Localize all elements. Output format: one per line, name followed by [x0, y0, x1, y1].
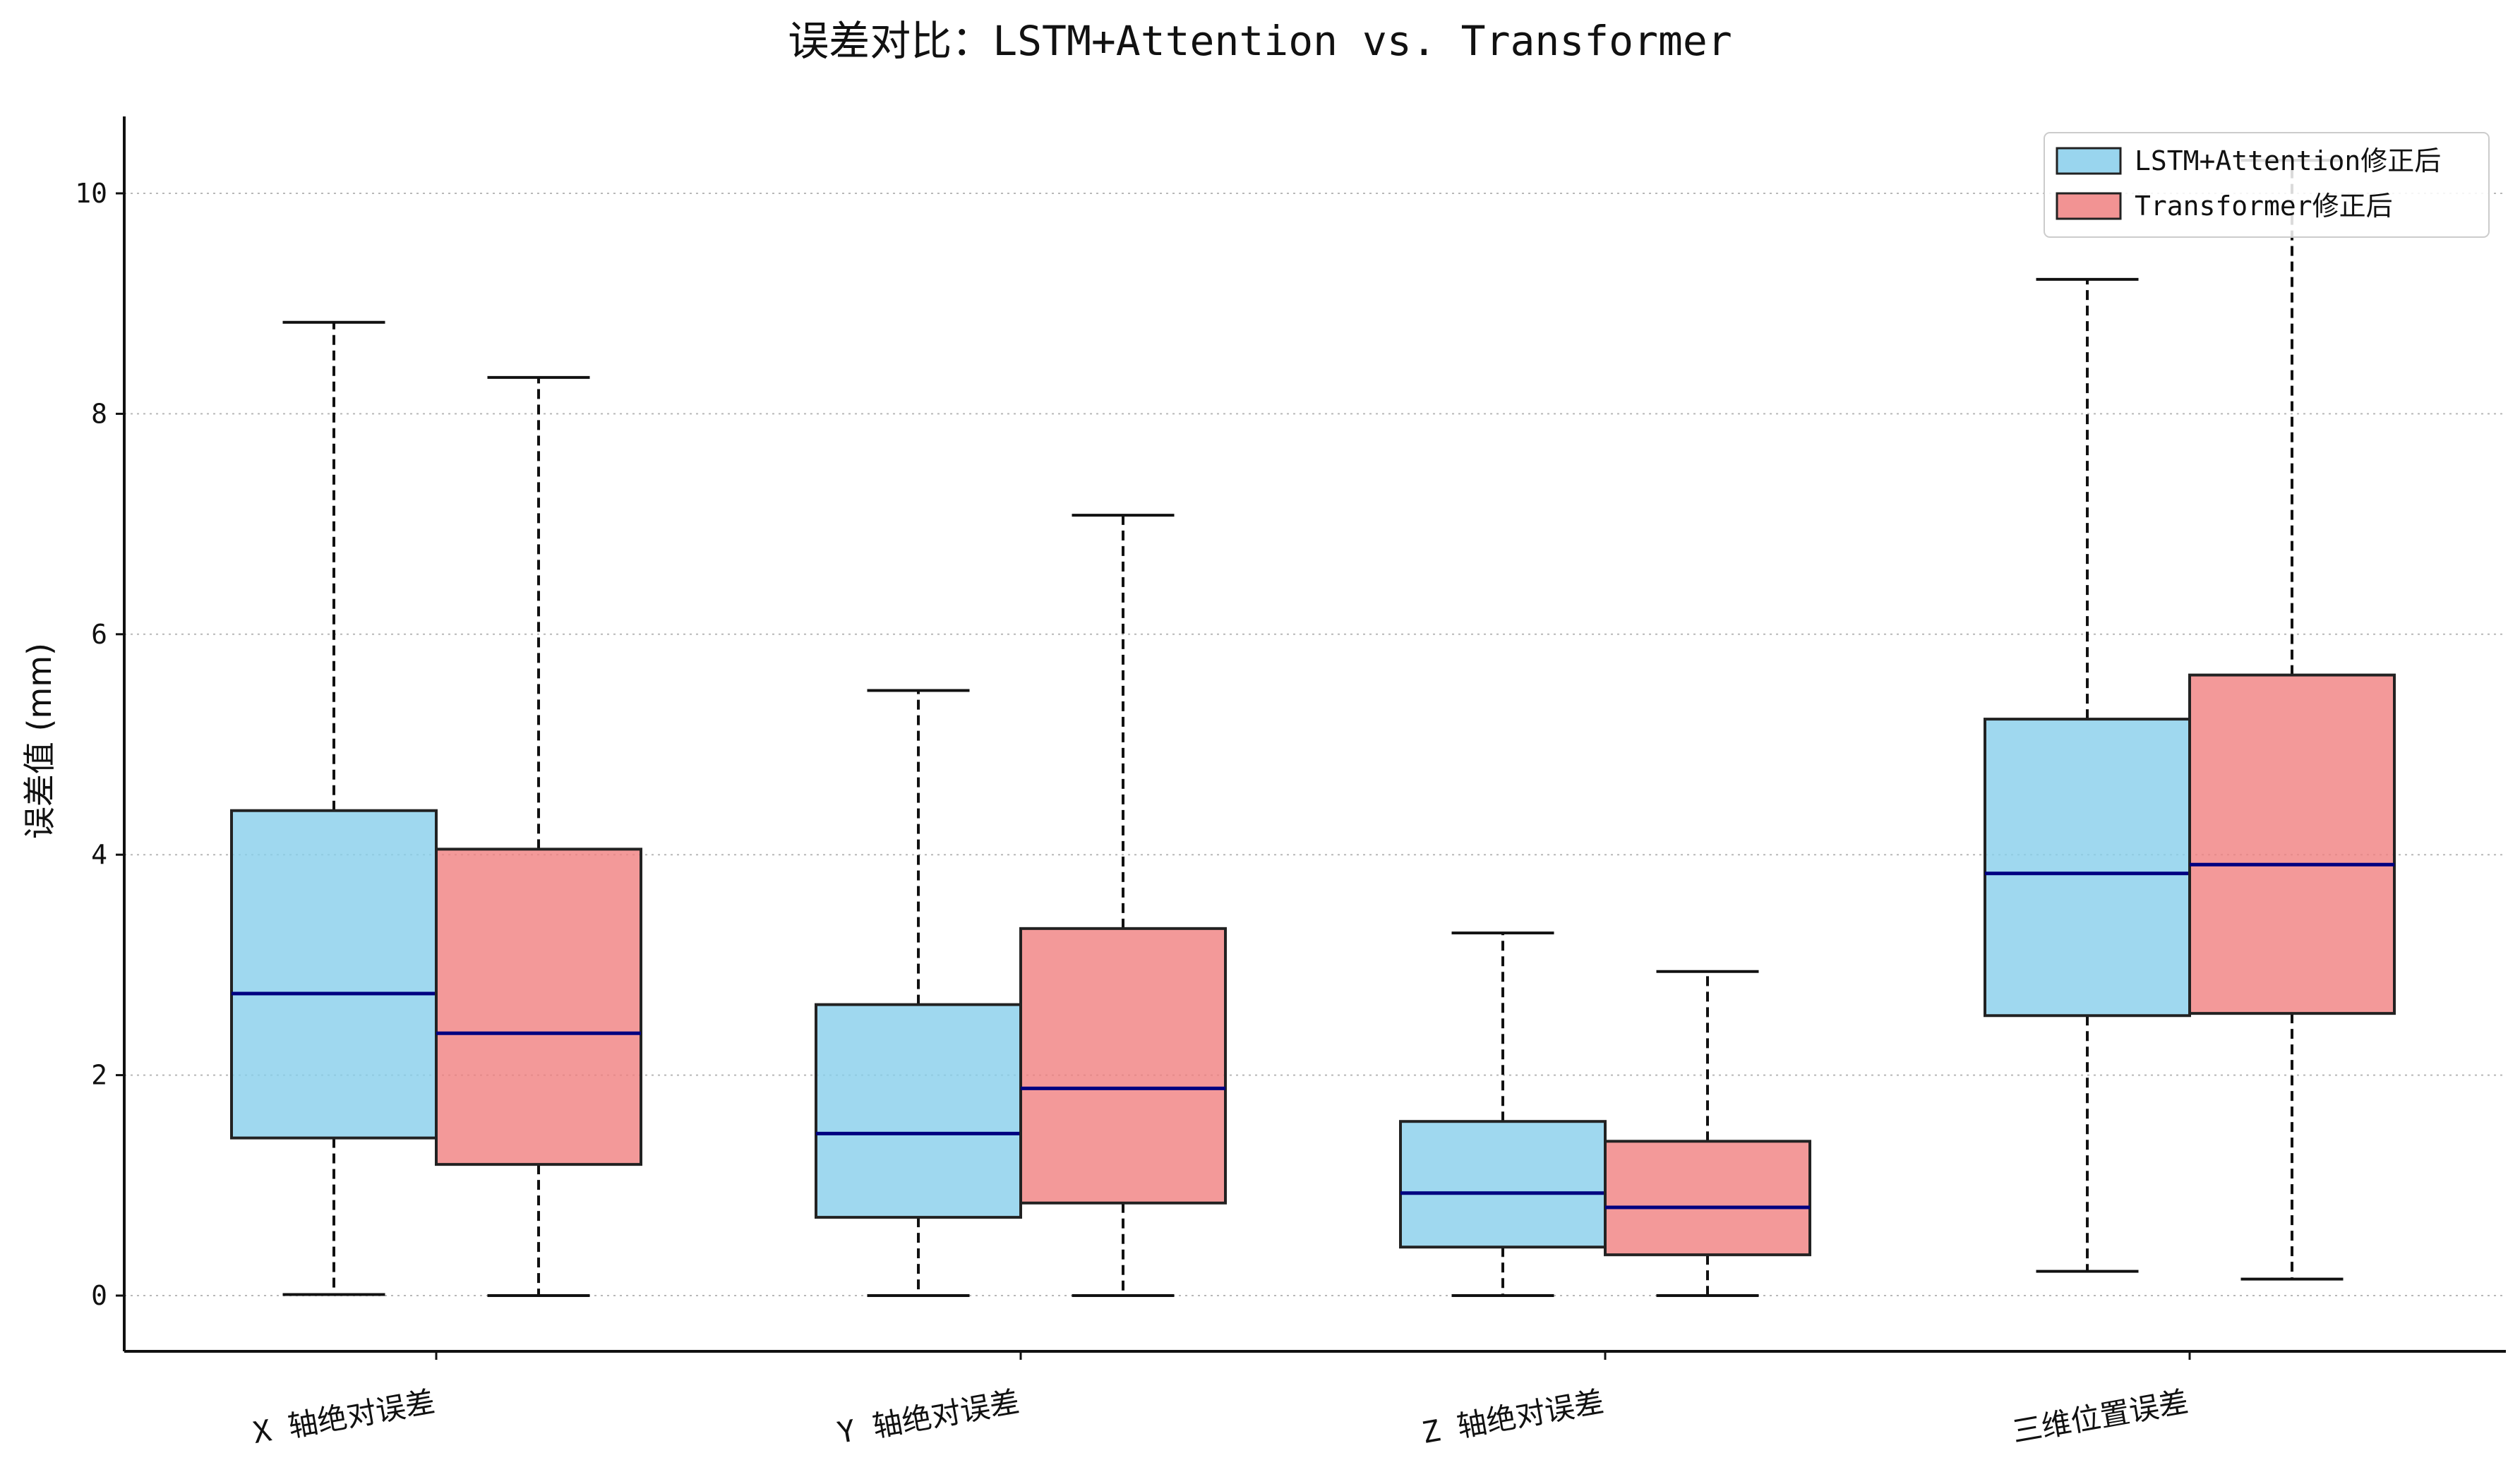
- box-body: [1399, 1120, 1607, 1249]
- x-tick-label: X 轴绝对误差: [251, 1384, 438, 1451]
- plot-area: 0 2 4 6 8 10 X 轴绝对误差 Y 轴绝对误差 Z 轴绝对误差 三维位置误差 LSTM+A…: [75, 116, 2506, 1450]
- box-body: [230, 809, 438, 1140]
- x-tick-label: Y 轴绝对误差: [835, 1384, 1022, 1451]
- box-1-1: [1019, 514, 1227, 1297]
- x-tick-label: 三维位置误差: [2010, 1384, 2191, 1449]
- box-0-0: [230, 320, 438, 1296]
- box-1-3: [2188, 159, 2396, 1281]
- box-body: [815, 1003, 1022, 1219]
- box-0-2: [1399, 931, 1607, 1297]
- box-body: [1984, 718, 2191, 1018]
- box-body: [2188, 673, 2396, 1015]
- y-axis-label: 误差值 (mm): [20, 643, 59, 839]
- box-0-3: [1984, 277, 2191, 1273]
- legend-frame: [2044, 132, 2490, 238]
- y-tick-label: 0: [91, 1280, 107, 1311]
- x-tick-label: Z 轴绝对误差: [1420, 1384, 1607, 1451]
- y-tick-label: 10: [75, 178, 107, 209]
- box-1-0: [435, 375, 642, 1297]
- legend-swatch: [2056, 192, 2122, 220]
- y-tick-label: 8: [91, 398, 107, 429]
- chart-title: 误差对比：LSTM+Attention vs. Transformer: [788, 17, 1732, 65]
- legend-swatch: [2056, 147, 2122, 175]
- box-1-2: [1604, 970, 1811, 1297]
- box-body: [1604, 1140, 1811, 1257]
- legend: LSTM+Attention修正后 Transformer修正后: [2044, 132, 2490, 238]
- box-0-1: [815, 689, 1022, 1297]
- y-tick-label: 4: [91, 839, 107, 870]
- box-body: [435, 847, 642, 1166]
- y-tick-label: 2: [91, 1060, 107, 1091]
- legend-label: LSTM+Attention修正后: [2135, 145, 2441, 176]
- legend-label: Transformer修正后: [2135, 191, 2393, 222]
- box-body: [1019, 927, 1227, 1205]
- y-tick-label: 6: [91, 619, 107, 650]
